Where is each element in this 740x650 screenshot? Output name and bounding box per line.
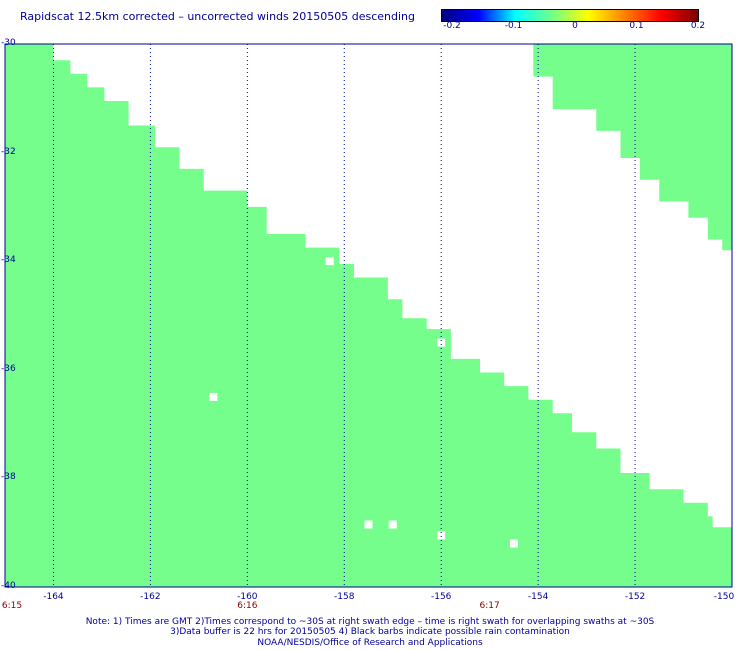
no-data-cell xyxy=(437,531,446,540)
lon-tick-label: -156 xyxy=(430,592,452,602)
lon-tick-label: -160 xyxy=(237,592,258,602)
lon-tick-label: -150 xyxy=(713,592,735,602)
lat-tick-label: -38 xyxy=(1,472,16,483)
no-data-cell xyxy=(325,257,334,266)
no-data-cell xyxy=(388,520,397,529)
lon-tick-label: -154 xyxy=(527,592,549,602)
lat-tick-label: -36 xyxy=(1,363,16,374)
map-frame xyxy=(4,43,733,588)
lat-tick-label: -40 xyxy=(1,581,16,591)
time-label: 6:17 xyxy=(479,601,500,611)
no-data-cell xyxy=(364,520,373,529)
lon-tick-label: -162 xyxy=(140,592,161,602)
lon-tick-label: -164 xyxy=(43,592,64,602)
time-label: 6:15 xyxy=(1,601,23,611)
lon-tick-label: -158 xyxy=(334,592,355,602)
right-swath xyxy=(533,44,732,251)
note-line-1: Note: 1) Times are GMT 2)Times correspon… xyxy=(85,617,655,627)
time-label: 6:16 xyxy=(237,601,258,611)
no-data-cell xyxy=(437,338,446,347)
left-swath xyxy=(5,44,732,587)
lat-tick-label: -30 xyxy=(1,38,16,48)
colorbar-tick-label: 0.1 xyxy=(629,21,644,31)
colorbar-tick-label: 0.2 xyxy=(690,21,706,31)
lat-tick-label: -34 xyxy=(1,255,16,266)
note-line-2: 3)Data buffer is 22 hrs for 20150505 4) … xyxy=(170,627,570,637)
colorbar-tick-label: -0.2 xyxy=(443,21,461,31)
colorbar-tick-label: 0 xyxy=(572,21,578,31)
no-data-cell xyxy=(209,392,218,401)
map-title: Rapidscat 12.5km corrected – uncorrected… xyxy=(20,10,416,23)
lon-tick-label: -152 xyxy=(624,592,646,602)
lat-tick-label: -32 xyxy=(1,146,16,157)
note-line-3: NOAA/NESDIS/Office of Research and Appli… xyxy=(257,638,483,648)
colorbar xyxy=(441,9,699,22)
colorbar-tick-label: -0.1 xyxy=(504,21,523,31)
no-data-cell xyxy=(509,539,518,548)
